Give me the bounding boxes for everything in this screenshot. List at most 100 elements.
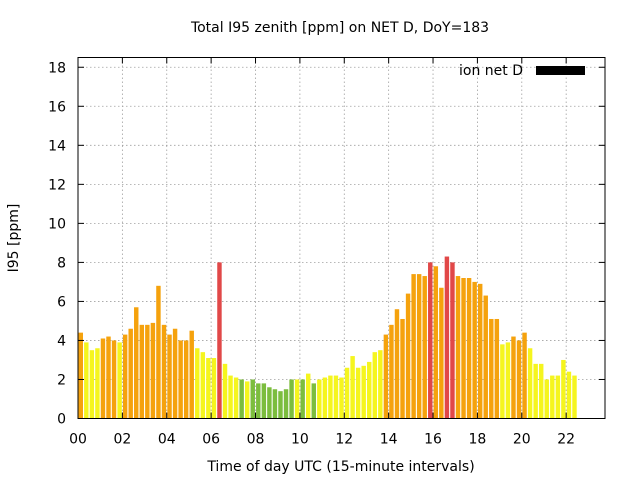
bar xyxy=(355,367,361,419)
bar xyxy=(516,340,522,419)
grid xyxy=(77,57,605,419)
bar xyxy=(156,285,161,419)
bar xyxy=(400,318,405,419)
bar xyxy=(145,324,150,419)
bar xyxy=(555,375,561,419)
bar xyxy=(167,334,172,419)
x-tick-label: 22 xyxy=(557,432,575,448)
x-tick-label: 18 xyxy=(468,432,486,448)
bar xyxy=(511,336,516,419)
bar xyxy=(428,262,433,419)
bar xyxy=(78,332,83,419)
bar xyxy=(283,389,289,419)
bar xyxy=(572,375,577,419)
y-tick-label: 12 xyxy=(48,177,66,193)
y-tick-label: 14 xyxy=(48,138,66,154)
legend-label: ion net D xyxy=(459,63,523,79)
bar xyxy=(100,338,106,419)
bar xyxy=(250,379,255,419)
x-tick-label: 04 xyxy=(158,432,176,448)
bar xyxy=(561,359,566,419)
bar xyxy=(439,287,444,419)
bar xyxy=(233,377,239,419)
x-tick-label: 20 xyxy=(513,432,531,448)
bar xyxy=(489,318,494,419)
bar xyxy=(350,356,355,419)
bar xyxy=(416,274,422,419)
bar xyxy=(477,283,483,419)
bar xyxy=(195,348,200,419)
x-tick-label: 12 xyxy=(335,432,353,448)
bar xyxy=(550,375,555,419)
bar xyxy=(367,361,372,419)
legend-swatch xyxy=(536,66,585,75)
bar xyxy=(95,348,100,419)
bar xyxy=(333,375,339,419)
bar xyxy=(405,293,411,419)
bar xyxy=(189,330,194,419)
bar xyxy=(178,340,183,419)
bar xyxy=(450,262,455,419)
y-tick-label: 10 xyxy=(48,216,66,232)
bar xyxy=(378,350,383,419)
bar xyxy=(533,363,538,419)
legend: ion net D xyxy=(459,63,585,79)
y-tick-label: 6 xyxy=(57,294,66,310)
bar xyxy=(361,365,366,419)
bars xyxy=(78,256,577,419)
bar xyxy=(522,332,527,419)
bar xyxy=(128,328,133,419)
bar xyxy=(311,383,316,419)
bar xyxy=(244,381,250,419)
x-axis-label: Time of day UTC (15-minute intervals) xyxy=(206,459,474,475)
bar xyxy=(134,307,139,419)
x-tick-label: 08 xyxy=(247,432,265,448)
bar xyxy=(150,322,156,419)
bar xyxy=(344,367,350,419)
bar xyxy=(472,281,477,419)
bar xyxy=(483,295,488,419)
bar xyxy=(306,373,311,419)
x-tick-label: 10 xyxy=(291,432,309,448)
bar xyxy=(222,363,228,419)
x-tick-label: 00 xyxy=(69,432,87,448)
bar xyxy=(84,342,89,419)
y-tick-label: 16 xyxy=(48,99,66,115)
bar xyxy=(206,358,211,419)
bar xyxy=(211,358,217,419)
y-tick-label: 18 xyxy=(48,60,66,76)
chart-title: Total I95 zenith [ppm] on NET D, DoY=183 xyxy=(190,20,489,36)
bar xyxy=(139,324,145,419)
bar xyxy=(289,379,294,419)
bar xyxy=(300,379,305,419)
bar xyxy=(117,342,122,419)
bar xyxy=(500,344,505,419)
plot-frame xyxy=(77,57,606,419)
bar xyxy=(383,334,389,419)
bar xyxy=(372,352,378,419)
bar xyxy=(322,377,328,419)
x-tick-label: 14 xyxy=(380,432,398,448)
x-tick-label: 02 xyxy=(113,432,131,448)
bar xyxy=(161,324,167,419)
bar xyxy=(239,379,244,419)
bar xyxy=(461,278,466,419)
bar xyxy=(394,309,400,419)
bar xyxy=(505,342,511,419)
y-tick-label: 8 xyxy=(57,255,66,271)
x-tick-label: 06 xyxy=(202,432,220,448)
bar xyxy=(466,278,472,419)
bar xyxy=(339,377,344,419)
bar xyxy=(261,383,267,419)
bar xyxy=(527,348,533,419)
bar xyxy=(494,318,500,419)
y-axis-label: I95 [ppm] xyxy=(6,204,22,273)
y-tick-label: 0 xyxy=(57,412,66,428)
y-tick-labels: 0 2 4 6 8 10 12 14 16 18 xyxy=(48,60,66,427)
bar xyxy=(328,375,333,419)
bar xyxy=(89,350,95,419)
bar xyxy=(294,379,300,419)
bar xyxy=(183,340,189,419)
x-tick-labels: 00 02 04 06 08 10 12 14 16 18 20 22 xyxy=(69,432,575,448)
